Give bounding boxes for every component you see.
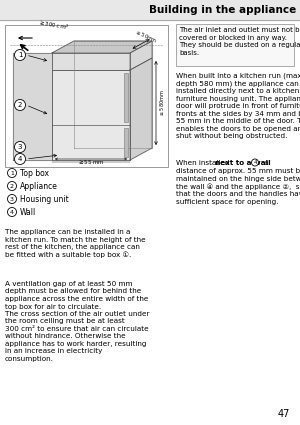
Text: 3: 3 — [10, 196, 14, 201]
Text: 4: 4 — [18, 156, 22, 162]
Text: The appliance can be installed in a
kitchen run. To match the height of the
rest: The appliance can be installed in a kitc… — [5, 229, 145, 258]
Polygon shape — [13, 53, 52, 160]
Text: 2: 2 — [10, 184, 14, 189]
Text: Top box: Top box — [20, 168, 49, 178]
Text: 1: 1 — [10, 170, 14, 176]
Circle shape — [14, 153, 26, 164]
Polygon shape — [74, 41, 152, 148]
Bar — [0, 0, 300, 20]
Circle shape — [8, 168, 16, 178]
Text: 47: 47 — [278, 409, 290, 419]
Text: 4: 4 — [10, 210, 14, 215]
Circle shape — [14, 49, 26, 60]
Bar — [176, 24, 294, 66]
Circle shape — [8, 195, 16, 204]
Text: A ventilation gap of at least 50 mm
depth must be allowed for behind the
applian: A ventilation gap of at least 50 mm dept… — [5, 281, 149, 362]
Bar — [52, 70, 130, 160]
Text: The air inlet and outlet must not be
covered or blocked in any way.
They should : The air inlet and outlet must not be cov… — [179, 27, 300, 56]
Circle shape — [251, 159, 259, 166]
Polygon shape — [52, 41, 152, 53]
Text: 4: 4 — [253, 160, 257, 165]
Text: next to a wall: next to a wall — [215, 160, 271, 166]
Polygon shape — [130, 58, 152, 160]
Circle shape — [8, 207, 16, 216]
Text: $\geq$300 cm$^2$: $\geq$300 cm$^2$ — [37, 17, 70, 32]
Text: $\geq$50mm: $\geq$50mm — [134, 28, 159, 45]
Circle shape — [8, 181, 16, 190]
Text: When built into a kitchen run (max.
depth 580 mm) the appliance can be
installed: When built into a kitchen run (max. dept… — [176, 72, 300, 139]
Bar — [5, 25, 168, 167]
Circle shape — [14, 99, 26, 110]
Text: Wall: Wall — [20, 207, 36, 216]
Text: 3: 3 — [18, 144, 22, 150]
Text: distance of approx. 55 mm must be
maintained on the hinge side between
the wall : distance of approx. 55 mm must be mainta… — [176, 168, 300, 205]
Text: When installed: When installed — [176, 160, 232, 166]
Text: a: a — [262, 160, 268, 166]
Bar — [124, 128, 128, 157]
Text: 2: 2 — [18, 102, 22, 108]
Text: Building in the appliance: Building in the appliance — [149, 5, 296, 15]
Bar — [124, 73, 128, 122]
Text: $\geq$580mm: $\geq$580mm — [158, 90, 166, 116]
Text: $\geq$55 mm: $\geq$55 mm — [77, 158, 105, 166]
Text: Appliance: Appliance — [20, 181, 58, 190]
Circle shape — [14, 142, 26, 153]
Polygon shape — [130, 41, 152, 70]
Text: 1: 1 — [18, 52, 22, 58]
Bar — [52, 53, 130, 70]
Text: Housing unit: Housing unit — [20, 195, 69, 204]
